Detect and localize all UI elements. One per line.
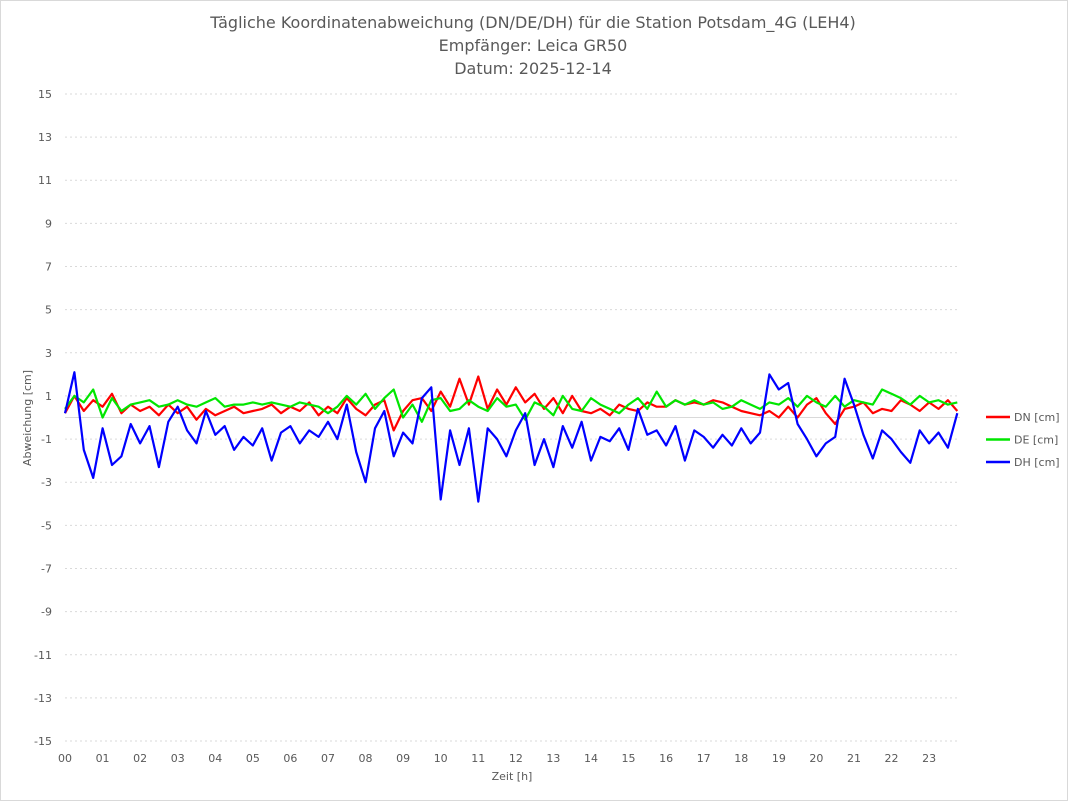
y-tick-label: -11 (34, 649, 52, 662)
y-tick-label: 7 (45, 261, 52, 274)
y-tick-label: 11 (38, 174, 52, 187)
x-tick-label: 22 (885, 752, 899, 765)
x-tick-label: 04 (208, 752, 222, 765)
series-line-dh (63, 371, 959, 503)
y-tick-label: -5 (41, 519, 52, 532)
legend: DN [cm] DE [cm] DH [cm] (986, 411, 1060, 469)
legend-label: DN [cm] (1014, 411, 1060, 424)
legend-label: DH [cm] (1014, 456, 1060, 469)
x-tick-label: 06 (283, 752, 297, 765)
y-tick-label: 5 (45, 304, 52, 317)
x-tick-label: 03 (171, 752, 185, 765)
x-tick-label: 16 (659, 752, 673, 765)
y-tick-label: -9 (41, 606, 52, 619)
y-tick-label: 3 (45, 347, 52, 360)
y-axis-label: Abweichung [cm] (21, 370, 34, 466)
y-tick-label: 1 (45, 390, 52, 403)
x-tick-label: 05 (246, 752, 260, 765)
x-tick-label: 15 (622, 752, 636, 765)
x-tick-label: 08 (359, 752, 373, 765)
x-tick-label: 21 (847, 752, 861, 765)
chart-title-line-3: Datum: 2025-12-14 (454, 59, 612, 78)
x-tick-label: 09 (396, 752, 410, 765)
x-tick-label: 07 (321, 752, 335, 765)
x-tick-label: 00 (58, 752, 72, 765)
x-tick-label: 12 (509, 752, 523, 765)
y-tick-label: -7 (41, 562, 52, 575)
x-tick-label: 11 (471, 752, 485, 765)
x-tick-label: 20 (809, 752, 823, 765)
x-tick-label: 10 (434, 752, 448, 765)
y-tick-label: 15 (38, 88, 52, 101)
x-tick-label: 02 (133, 752, 147, 765)
chart-title-line-2: Empfänger: Leica GR50 (439, 36, 628, 55)
y-tick-label: 13 (38, 131, 52, 144)
legend-label: DE [cm] (1014, 434, 1058, 447)
y-tick-label: -1 (41, 433, 52, 446)
series-line-de (64, 388, 958, 423)
chart-title-line-1: Tägliche Koordinatenabweichung (DN/DE/DH… (209, 13, 856, 33)
y-tick-label: -15 (34, 735, 52, 748)
x-tick-label: 13 (546, 752, 560, 765)
series-line-dn (64, 375, 959, 432)
x-tick-label: 23 (922, 752, 936, 765)
x-tick-label: 18 (734, 752, 748, 765)
x-tick-label: 01 (96, 752, 110, 765)
y-tick-label: -3 (41, 476, 52, 489)
x-tick-label: 17 (697, 752, 711, 765)
x-tick-label: 19 (772, 752, 786, 765)
x-tick-label: 14 (584, 752, 598, 765)
x-axis-label: Zeit [h] (492, 770, 533, 783)
y-tick-label: 9 (45, 217, 52, 230)
y-tick-label: -13 (34, 692, 52, 705)
